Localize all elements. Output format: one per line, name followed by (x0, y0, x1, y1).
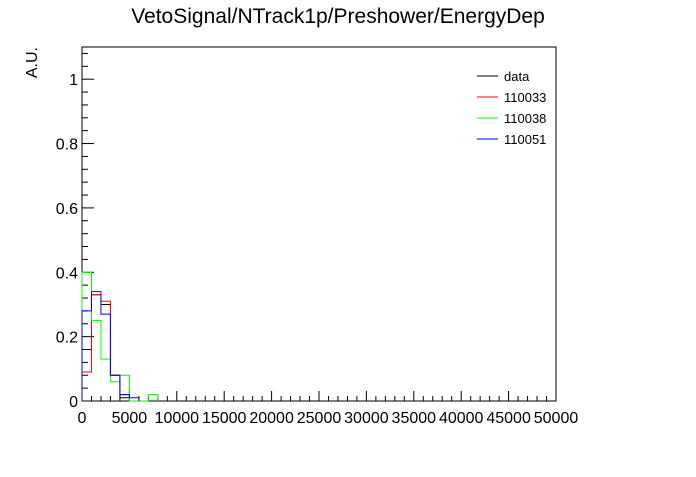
x-tick-label: 35000 (392, 410, 437, 427)
legend-entry-110033: 110033 (504, 90, 546, 105)
plot-frame (81, 46, 557, 402)
x-tick-label: 5000 (112, 410, 148, 427)
x-tick-label: 45000 (486, 410, 531, 427)
y-tick-label: 0.2 (56, 330, 78, 347)
x-tick-label: 10000 (155, 410, 200, 427)
y-tick-label: 0 (69, 394, 78, 411)
y-tick-label: 1 (69, 72, 78, 89)
x-tick-label: 30000 (344, 410, 389, 427)
legend-entry-110051: 110051 (504, 132, 546, 147)
histogram-line-data (81, 294, 130, 401)
y-tick-label: 0.6 (56, 201, 78, 218)
x-tick-label: 15000 (202, 410, 247, 427)
chart-title: VetoSignal/NTrack1p/Preshower/EnergyDep (131, 5, 545, 28)
legend-entry-data: data (504, 69, 530, 84)
y-tick-label: 0.8 (56, 137, 78, 154)
x-tick-label: 20000 (249, 410, 294, 427)
legend: data 110033 110038 110051 (477, 69, 546, 147)
legend-entry-110038: 110038 (504, 111, 546, 126)
y-tick-label: 0.4 (56, 265, 78, 282)
x-axis-ticks: 0 5000 10000 15000 20000 25000 30000 35000 40000… (78, 391, 579, 427)
histogram-line-110051 (81, 291, 140, 401)
x-tick-label: 50000 (534, 410, 579, 427)
y-axis-label: A.U. (24, 47, 41, 78)
histogram-series-group (81, 271, 159, 402)
x-tick-label: 40000 (439, 410, 484, 427)
x-tick-label: 25000 (297, 410, 342, 427)
x-tick-label: 0 (78, 410, 87, 427)
y-axis-ticks: 0 0.2 0.4 0.6 0.8 1 (56, 52, 94, 411)
